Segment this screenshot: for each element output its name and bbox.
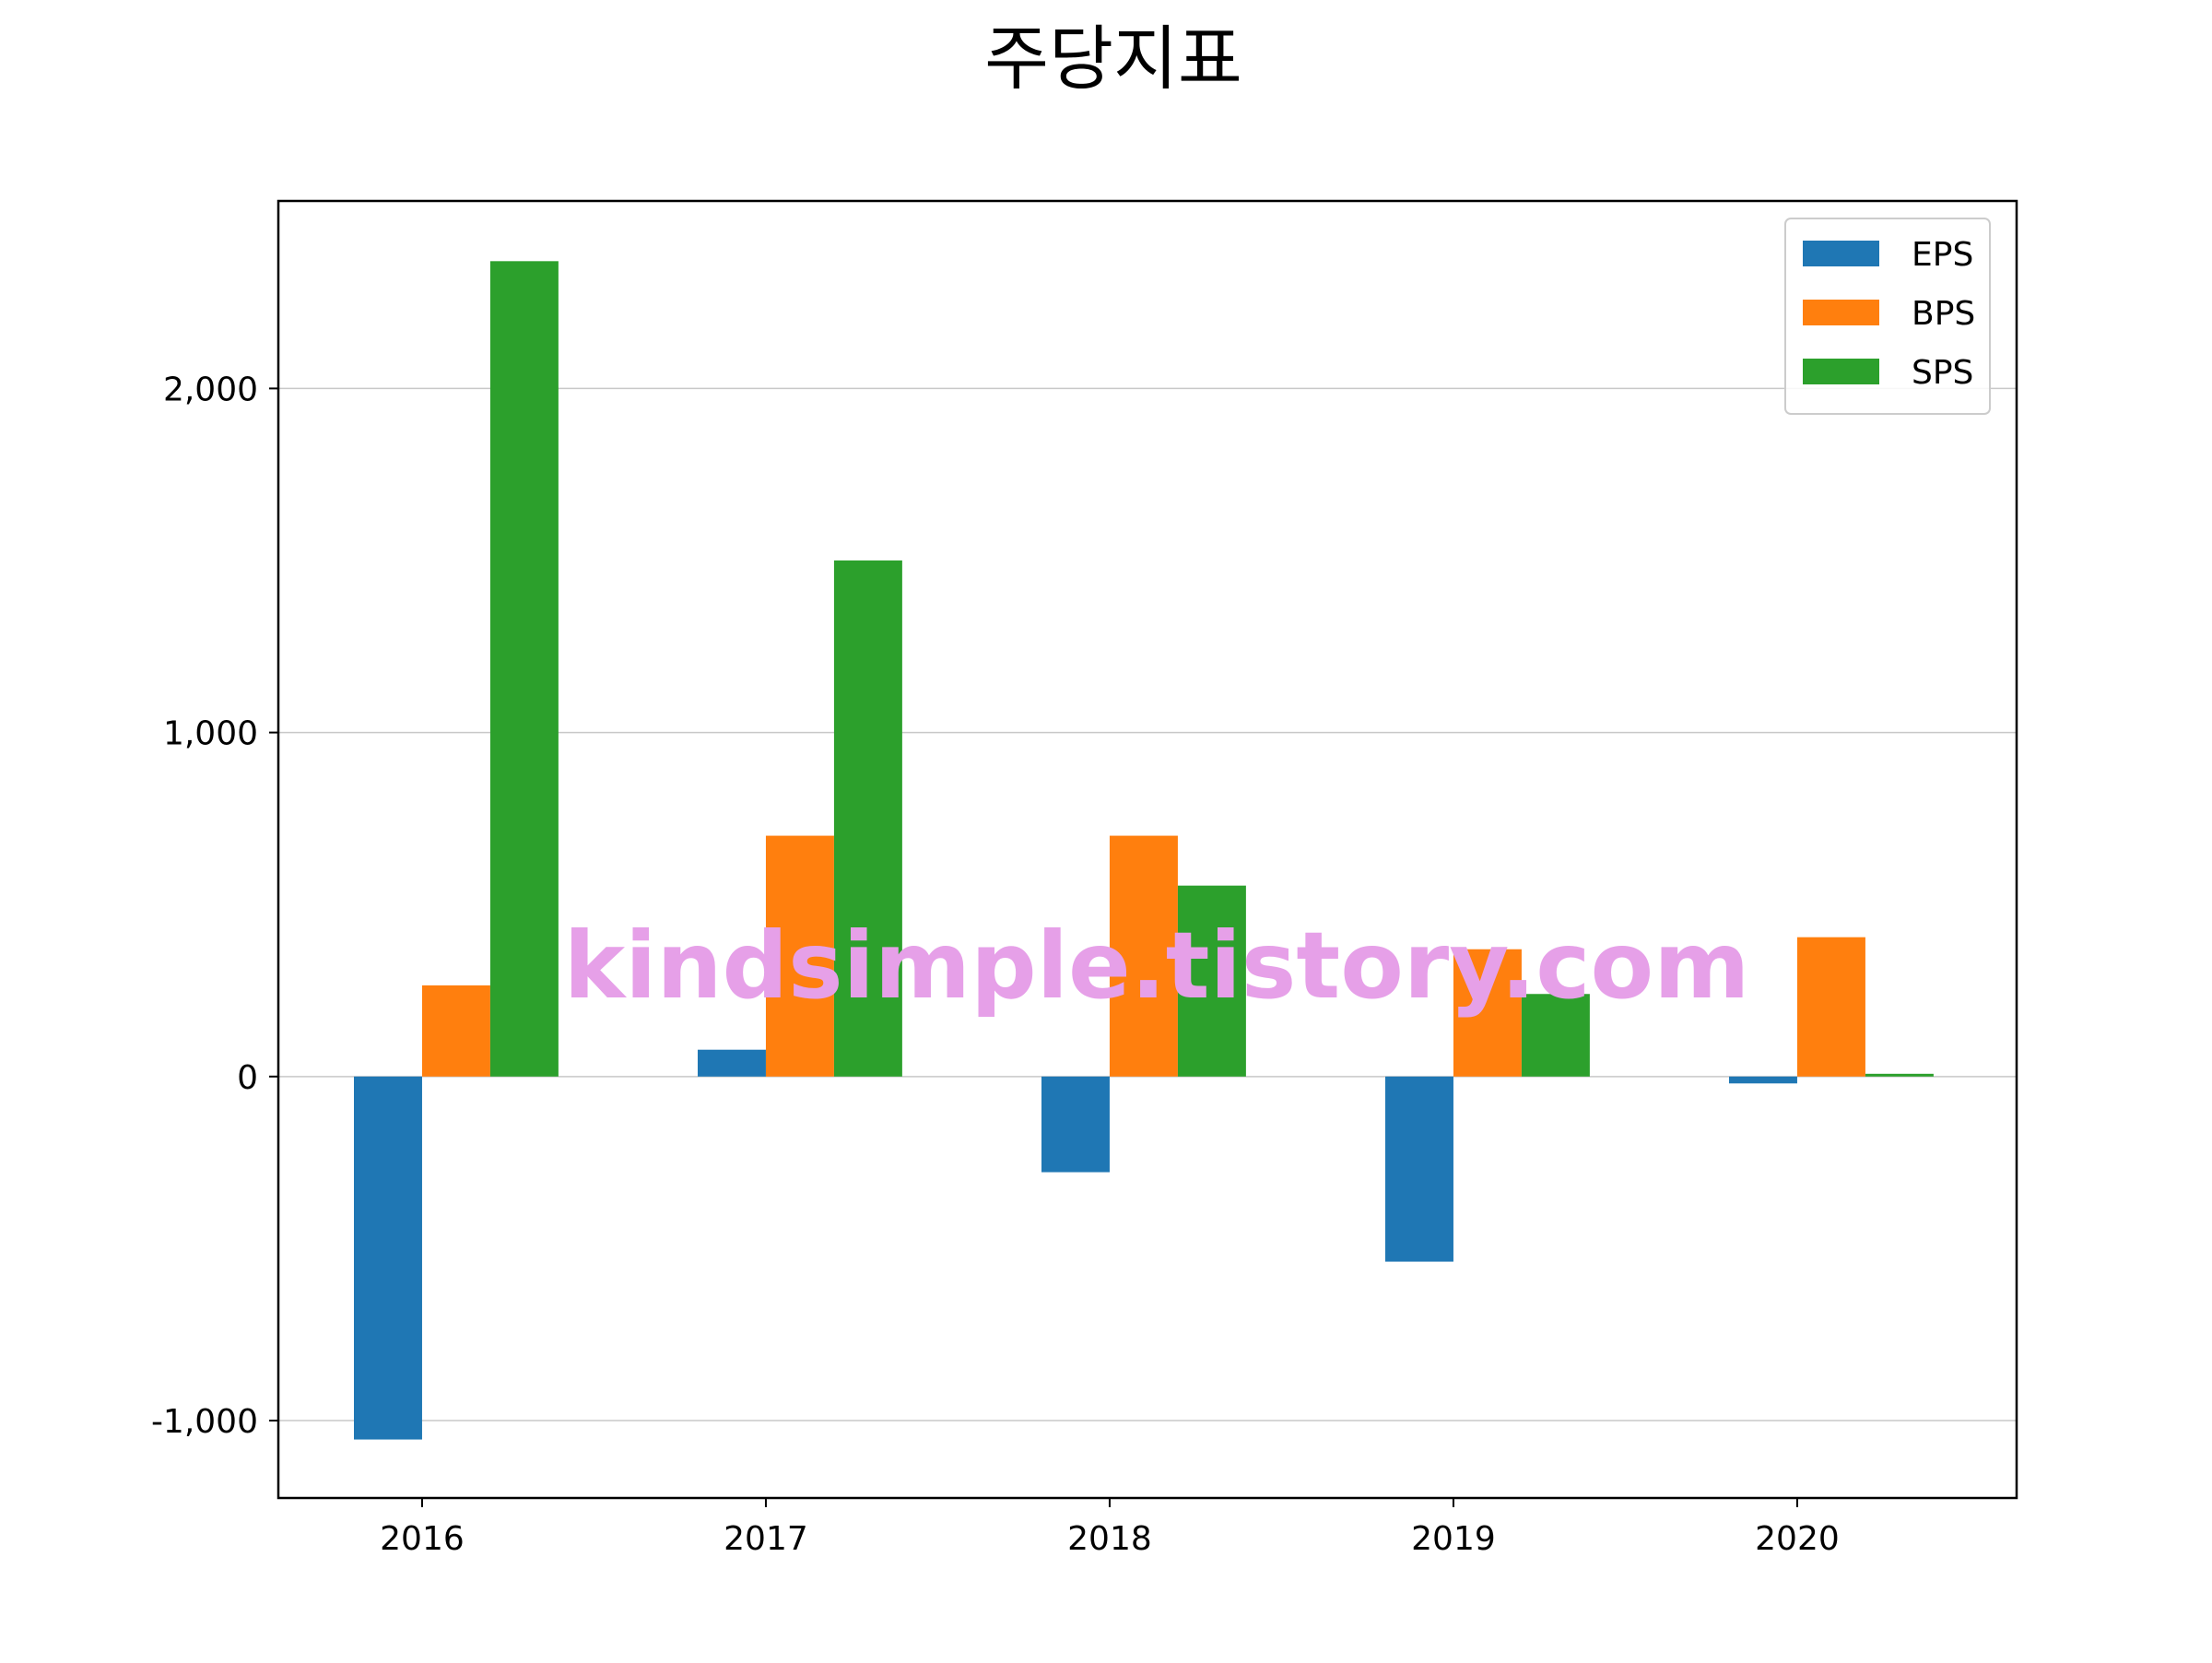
bar-eps-2017	[698, 1049, 766, 1077]
legend: EPS BPS SPS	[1784, 218, 1991, 415]
legend-swatch-eps	[1803, 241, 1879, 266]
x-tick-label: 2019	[1411, 1520, 1496, 1558]
y-tick-label: 0	[237, 1059, 258, 1097]
legend-label-eps: EPS	[1912, 236, 1973, 274]
gridlines	[278, 387, 2017, 1421]
x-tick-label: 2016	[380, 1520, 465, 1558]
bars	[354, 261, 1934, 1440]
y-tick-label: -1,000	[151, 1403, 258, 1441]
plot-frame	[276, 199, 2018, 1500]
y-tick-label: 2,000	[163, 371, 258, 408]
chart-title: 주당지표	[984, 18, 1242, 100]
bar-bps-2018	[1109, 835, 1178, 1077]
legend-swatch-bps	[1803, 300, 1879, 325]
bar-sps-2020	[1865, 1073, 1934, 1077]
x-tick-label: 2017	[724, 1520, 808, 1558]
legend-label-sps: SPS	[1912, 354, 1973, 392]
y-axis: -1,000 0 1,000 2,000	[151, 371, 278, 1441]
bar-eps-2020	[1729, 1076, 1797, 1084]
bar-eps-2019	[1385, 1076, 1453, 1262]
legend-label-bps: BPS	[1912, 295, 1975, 333]
y-tick-label: 1,000	[163, 715, 258, 753]
watermark: kindsimple.tistory.com	[564, 912, 1750, 1020]
bar-sps-2016	[489, 261, 559, 1077]
bar-bps-2020	[1796, 937, 1865, 1077]
bar-eps-2018	[1041, 1076, 1110, 1173]
bar-sps-2019	[1521, 994, 1590, 1077]
bar-bps-2019	[1453, 949, 1522, 1077]
bar-sps-2017	[833, 560, 902, 1077]
bar-eps-2016	[354, 1076, 422, 1440]
x-tick-label: 2020	[1755, 1520, 1840, 1558]
x-axis: 2016 2017 2018 2019 2020	[380, 1498, 1840, 1558]
bar-bps-2016	[421, 985, 490, 1077]
legend-swatch-sps	[1803, 359, 1879, 384]
bar-sps-2018	[1177, 885, 1246, 1077]
bar-bps-2017	[765, 835, 834, 1077]
x-tick-label: 2018	[1067, 1520, 1152, 1558]
